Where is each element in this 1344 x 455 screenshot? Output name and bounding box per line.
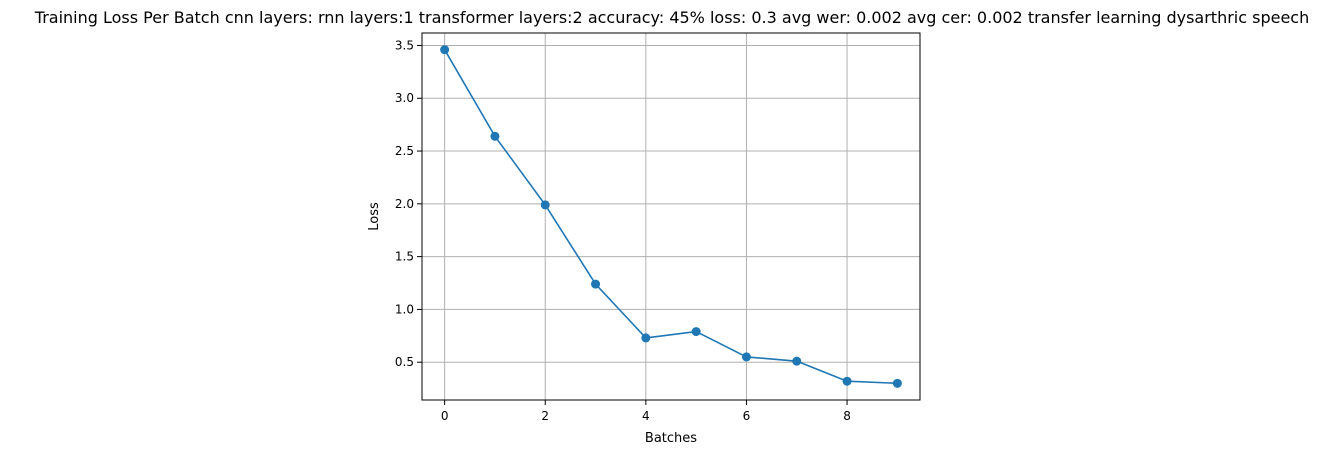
x-axis-label: Batches bbox=[645, 431, 697, 446]
data-point bbox=[792, 356, 802, 366]
series-polyline bbox=[443, 49, 898, 385]
data-point bbox=[741, 352, 751, 362]
data-point bbox=[641, 333, 651, 343]
data-point bbox=[490, 131, 500, 141]
series-line bbox=[443, 49, 898, 385]
data-point bbox=[691, 327, 701, 337]
data-point bbox=[440, 45, 450, 55]
chart-title: Training Loss Per Batch cnn layers: rnn … bbox=[34, 8, 1309, 27]
x-tick-label: 0 bbox=[441, 409, 449, 423]
y-axis-label: Loss bbox=[367, 202, 382, 231]
series-points bbox=[440, 45, 902, 388]
y-tick-label: 0.5 bbox=[395, 355, 414, 369]
data-point bbox=[591, 279, 601, 289]
y-tick-label: 2.0 bbox=[395, 197, 414, 211]
x-tick-label: 8 bbox=[843, 409, 851, 423]
y-tick-label: 2.5 bbox=[395, 144, 414, 158]
x-tick-label: 2 bbox=[541, 409, 549, 423]
data-point bbox=[842, 376, 852, 386]
plot-area-frame bbox=[421, 32, 921, 401]
y-tick-label: 1.5 bbox=[395, 250, 414, 264]
axis-ticks: 0 2 4 6 8 0.5 1.0 1.5 2.0 2.5 3.0 3.5 bbox=[395, 38, 851, 423]
y-tick-label: 1.0 bbox=[395, 302, 414, 316]
grid bbox=[422, 33, 920, 400]
data-point bbox=[540, 200, 550, 210]
x-tick-label: 6 bbox=[743, 409, 751, 423]
x-tick-label: 4 bbox=[642, 409, 650, 423]
data-point bbox=[892, 378, 902, 388]
y-tick-label: 3.0 bbox=[395, 91, 414, 105]
y-tick-label: 3.5 bbox=[395, 38, 414, 52]
